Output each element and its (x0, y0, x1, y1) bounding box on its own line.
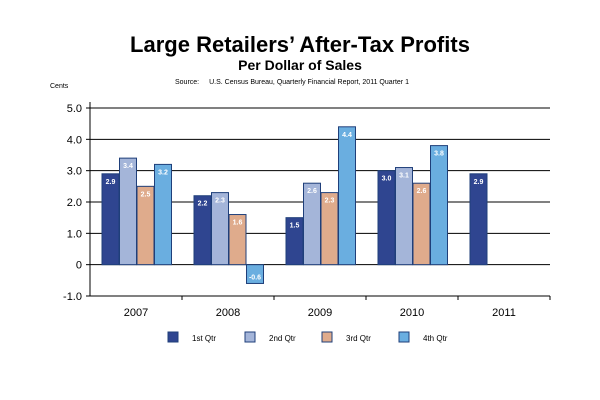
data-label: 2.6 (417, 188, 427, 195)
data-label: 2.2 (198, 201, 208, 208)
bar-2007-q1 (101, 173, 120, 266)
y-tick-label: 3.0 (67, 166, 82, 178)
y-axis-label: Cents (50, 83, 69, 90)
data-label: 1.6 (233, 220, 243, 227)
data-label: 2.9 (474, 179, 484, 186)
legend-swatch-q1 (167, 331, 179, 343)
legend-label-q1: 1st Qtr (192, 334, 216, 343)
bar-2010-q4 (430, 145, 448, 266)
x-tick-label: 2008 (216, 307, 240, 319)
x-tick-label: 2007 (124, 307, 148, 319)
data-label: 3.1 (399, 173, 409, 180)
chart-subtitle: Per Dollar of Sales (238, 57, 362, 73)
bar-2011-q1 (469, 173, 488, 266)
y-tick-label: -1.0 (63, 291, 82, 303)
bar-2008-q4 (246, 264, 264, 284)
data-label: 2.5 (141, 191, 151, 198)
source-text: U.S. Census Bureau, Quarterly Financial … (209, 79, 409, 86)
legend-swatch-q4 (398, 331, 410, 343)
source-note: Source: U.S. Census Bureau, Quarterly Fin… (175, 79, 419, 86)
data-label: 4.4 (342, 132, 352, 139)
data-label: 2.3 (215, 198, 225, 205)
legend-label-q4: 4th Qtr (423, 334, 448, 343)
legend-label-q2: 2nd Qtr (269, 334, 296, 343)
data-label: -0.6 (249, 274, 261, 281)
x-tick-label: 2011 (492, 307, 516, 319)
legend-label-q3: 3rd Qtr (346, 334, 371, 343)
y-tick-label: 5.0 (67, 103, 82, 115)
data-label: 3.4 (123, 163, 133, 170)
y-tick-label: 0 (76, 260, 82, 272)
chart-title: Large Retailers’ After-Tax Profits (130, 32, 470, 57)
bar-2010-q3 (412, 182, 431, 266)
data-label: 2.9 (106, 179, 116, 186)
source-label: Source: (175, 79, 200, 86)
y-tick-label: 2.0 (67, 197, 82, 209)
data-label: 2.6 (307, 188, 317, 195)
bar-2010-q2 (395, 167, 413, 266)
data-label: 3.8 (434, 151, 444, 158)
legend-swatch-q3 (321, 331, 333, 343)
data-label: 3.0 (382, 176, 392, 183)
data-label: 1.5 (290, 223, 300, 230)
bar-2008-q3 (228, 214, 247, 266)
legend-swatch-q2 (244, 331, 256, 343)
bar-2009-q2 (303, 182, 321, 266)
x-tick-label: 2010 (400, 307, 424, 319)
bar-2009-q4 (338, 126, 356, 266)
data-label: 2.3 (325, 198, 335, 205)
data-label: 3.2 (158, 169, 168, 176)
y-tick-label: 4.0 (67, 134, 82, 146)
bar-2007-q2 (119, 157, 137, 266)
x-tick-label: 2009 (308, 307, 332, 319)
bar-2007-q4 (154, 163, 172, 266)
bar-2010-q1 (377, 170, 396, 266)
y-tick-label: 1.0 (67, 228, 82, 240)
